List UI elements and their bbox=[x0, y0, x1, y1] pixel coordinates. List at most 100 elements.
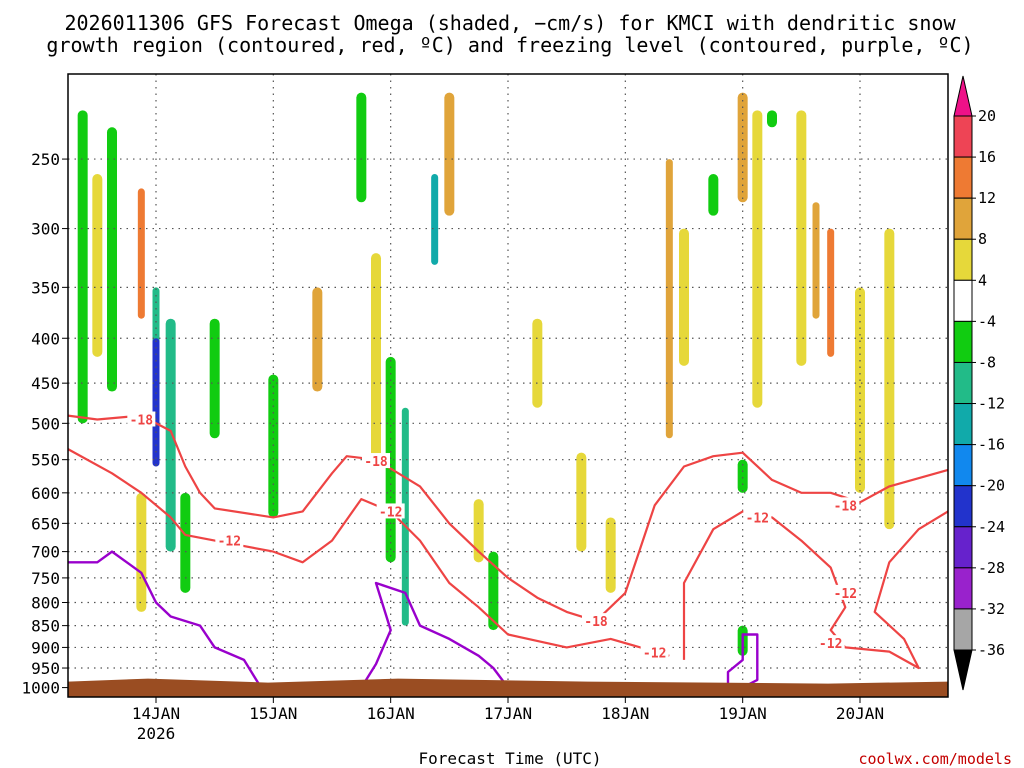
colorbar: 20 16 12 8 4 -4 -8 -12 -16 -20 -24 -28 -32 -36 bbox=[953, 75, 1005, 691]
contour-label-bg bbox=[215, 532, 244, 548]
omega-feature bbox=[444, 92, 455, 216]
contour-label-bg bbox=[640, 644, 669, 660]
isotherm-contour bbox=[682, 510, 949, 670]
y-tick-label: 600 bbox=[31, 484, 60, 503]
omega-feature bbox=[488, 551, 499, 631]
omega-feature bbox=[679, 228, 689, 366]
omega-shading bbox=[77, 92, 895, 656]
contour-label-bg bbox=[831, 497, 860, 513]
colorbar-label: 8 bbox=[978, 230, 987, 248]
colorbar-label: -24 bbox=[978, 518, 1005, 536]
omega-feature bbox=[137, 188, 145, 319]
colorbar-bin bbox=[953, 156, 973, 199]
colorbar-label: -28 bbox=[978, 559, 1005, 577]
y-tick-label: 350 bbox=[31, 278, 60, 297]
colorbar-label: -32 bbox=[978, 600, 1005, 618]
contour-label: -12 bbox=[218, 535, 241, 550]
y-tick-label: 750 bbox=[31, 569, 60, 588]
contour-label-bg bbox=[831, 584, 860, 600]
freezing-level-contour bbox=[360, 581, 509, 689]
contour-label: -12 bbox=[643, 646, 666, 661]
x-tick-label: 16JAN bbox=[367, 704, 415, 723]
chart-title-line-2: growth region (contoured, red, ºC) and f… bbox=[46, 33, 973, 57]
omega-feature bbox=[268, 374, 279, 518]
colorbar-bin bbox=[953, 485, 973, 528]
x-tick-label: 17JAN bbox=[484, 704, 532, 723]
omega-feature bbox=[312, 287, 323, 392]
y-tick-label: 550 bbox=[31, 451, 60, 470]
contour-label-bg bbox=[816, 635, 845, 651]
omega-feature bbox=[827, 228, 835, 357]
isotherm-contour bbox=[67, 414, 949, 623]
omega-feature bbox=[152, 338, 160, 467]
contour-label: -18 bbox=[130, 413, 154, 428]
omega-feature bbox=[737, 92, 748, 203]
omega-feature bbox=[371, 253, 381, 467]
omega-feature bbox=[401, 407, 409, 626]
credit-link[interactable]: coolwx.com/models bbox=[858, 750, 1012, 768]
colorbar-bin bbox=[953, 608, 973, 651]
y-tick-label: 1000 bbox=[21, 679, 60, 698]
y-tick-label: 950 bbox=[31, 659, 60, 678]
omega-feature bbox=[576, 452, 587, 552]
y-tick-label: 400 bbox=[31, 329, 60, 348]
colorbar-label: 4 bbox=[978, 271, 987, 289]
colorbar-label: -16 bbox=[978, 436, 1005, 454]
contour-label: -12 bbox=[834, 587, 857, 602]
omega-feature bbox=[209, 318, 220, 439]
omega-feature bbox=[752, 110, 763, 408]
omega-feature bbox=[708, 174, 719, 216]
isotherm-contour bbox=[67, 448, 670, 657]
contour-label: -18 bbox=[584, 615, 608, 630]
colorbar-bin bbox=[953, 320, 973, 363]
contour-label-bg bbox=[127, 411, 156, 427]
y-tick-label: 800 bbox=[31, 594, 60, 613]
plot-frame bbox=[67, 73, 949, 698]
omega-feature bbox=[532, 318, 543, 408]
omega-feature bbox=[136, 492, 147, 612]
y-tick-label: 450 bbox=[31, 374, 60, 393]
colorbar-bin bbox=[953, 361, 973, 405]
freezing-level-contour bbox=[68, 550, 274, 689]
chart-title-line-1: 2026011306 GFS Forecast Omega (shaded, −… bbox=[64, 11, 956, 35]
colorbar-bin bbox=[953, 444, 973, 487]
x-tick-label: 14JAN bbox=[132, 704, 180, 723]
omega-feature bbox=[77, 110, 88, 424]
x-tick-label: 20JAN bbox=[836, 704, 884, 723]
y-tick-label: 650 bbox=[31, 514, 60, 533]
colorbar-bin bbox=[953, 238, 973, 281]
contour-label: -12 bbox=[819, 637, 842, 652]
ground-fill bbox=[68, 678, 948, 697]
y-tick-label: 850 bbox=[31, 617, 60, 636]
colorbar-label: 20 bbox=[978, 107, 996, 125]
omega-feature bbox=[431, 174, 439, 265]
contour-label-bg bbox=[743, 509, 772, 525]
x-tick-year: 2026 bbox=[137, 724, 176, 743]
contour-label: -18 bbox=[364, 455, 388, 470]
omega-feature bbox=[107, 127, 117, 392]
omega-feature bbox=[767, 110, 777, 128]
omega-feature bbox=[812, 202, 820, 319]
colorbar-max-arrow bbox=[953, 75, 973, 117]
omega-feature bbox=[665, 159, 673, 439]
y-tick-label: 500 bbox=[31, 414, 60, 433]
omega-feature bbox=[92, 174, 103, 357]
temperature-contours: -18 -18 -18 -18 -12 -12 -12 -12 -12 -12 bbox=[67, 411, 949, 670]
contour-label-bg bbox=[362, 453, 390, 469]
freezing-level-contour bbox=[726, 633, 759, 689]
y-tick-label: 700 bbox=[31, 543, 60, 562]
colorbar-bin bbox=[953, 567, 973, 610]
contour-label: -12 bbox=[379, 505, 402, 520]
omega-feature bbox=[356, 92, 367, 203]
colorbar-min-arrow bbox=[953, 649, 973, 691]
colorbar-bin bbox=[953, 197, 973, 240]
y-tick-label: 300 bbox=[31, 220, 60, 239]
x-axis-label: Forecast Time (UTC) bbox=[418, 749, 601, 768]
freezing-level-contours bbox=[68, 550, 759, 689]
colorbar-bin bbox=[953, 115, 973, 158]
colorbar-bin bbox=[953, 403, 973, 446]
omega-feature bbox=[737, 459, 748, 493]
colorbar-label: -36 bbox=[978, 641, 1005, 659]
